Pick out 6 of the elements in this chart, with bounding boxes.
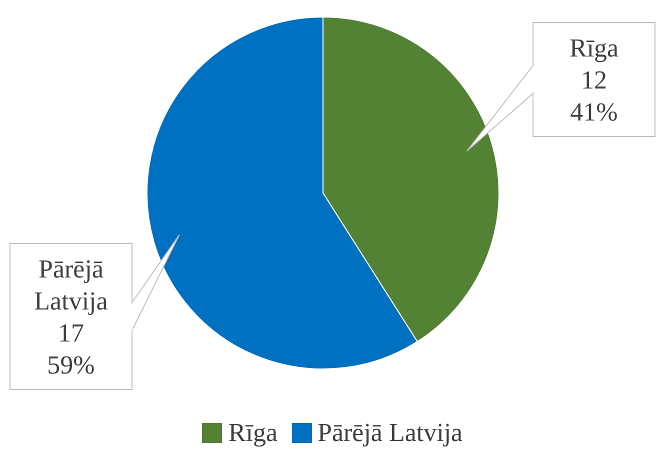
legend-label: Rīga xyxy=(227,418,278,448)
data-label: 17 59% xyxy=(47,318,95,380)
data-label: 12 41% xyxy=(570,65,618,126)
slice-label: Pārējā Latvija xyxy=(34,254,108,316)
legend-label: Pārējā Latvija xyxy=(316,418,463,448)
slice-label: Rīga xyxy=(569,33,620,62)
